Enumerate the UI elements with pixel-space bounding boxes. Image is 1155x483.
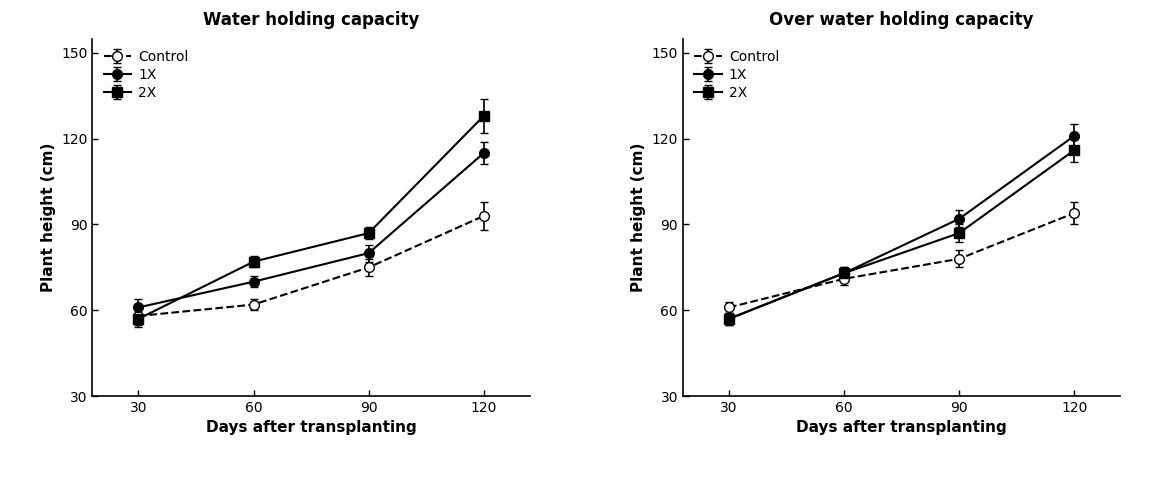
X-axis label: Days after transplanting: Days after transplanting [206, 421, 417, 436]
Legend: Control, 1X, 2X: Control, 1X, 2X [690, 45, 783, 104]
Y-axis label: Plant height (cm): Plant height (cm) [40, 142, 55, 292]
X-axis label: Days after transplanting: Days after transplanting [796, 421, 1007, 436]
Y-axis label: Plant height (cm): Plant height (cm) [631, 142, 646, 292]
Title: Water holding capacity: Water holding capacity [203, 11, 419, 29]
Legend: Control, 1X, 2X: Control, 1X, 2X [99, 45, 193, 104]
Title: Over water holding capacity: Over water holding capacity [769, 11, 1034, 29]
